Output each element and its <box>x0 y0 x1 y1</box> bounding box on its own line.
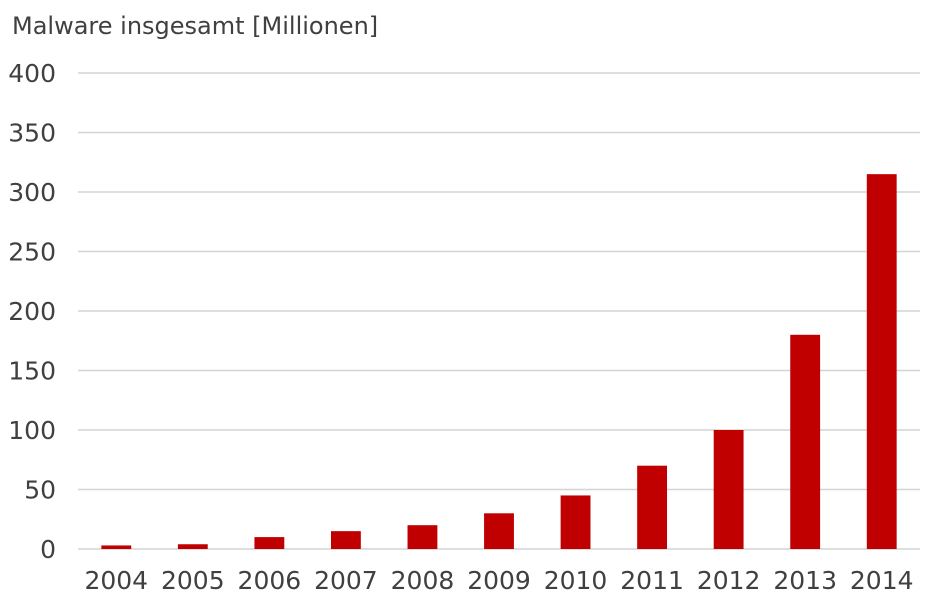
bar-2006 <box>254 537 285 549</box>
bar-2014 <box>866 174 897 549</box>
x-tick-label: 2007 <box>314 566 378 595</box>
bar-2012 <box>713 430 744 549</box>
chart-title: Malware insgesamt [Millionen] <box>12 12 378 40</box>
x-tick-label: 2005 <box>161 566 225 595</box>
x-tick-label: 2006 <box>238 566 302 595</box>
y-tick-label: 150 <box>8 357 56 386</box>
bar-2007 <box>330 531 361 549</box>
y-tick-label: 300 <box>8 178 56 207</box>
y-tick-label: 200 <box>8 297 56 326</box>
x-tick-label: 2009 <box>467 566 531 595</box>
bars <box>101 174 897 549</box>
x-tick-label: 2011 <box>620 566 684 595</box>
y-tick-label: 50 <box>24 476 56 505</box>
y-axis-tick-labels: 0 50 100 150 200 250 300 350 400 <box>8 59 56 564</box>
gridlines <box>78 72 920 550</box>
x-tick-label: 2008 <box>391 566 455 595</box>
bar-2010 <box>560 495 591 549</box>
x-tick-label: 2014 <box>850 566 914 595</box>
x-tick-label: 2012 <box>697 566 761 595</box>
x-tick-label: 2013 <box>773 566 837 595</box>
y-tick-label: 250 <box>8 238 56 267</box>
x-tick-label: 2004 <box>84 566 148 595</box>
y-tick-label: 350 <box>8 119 56 148</box>
bar-2004 <box>101 545 132 549</box>
y-tick-label: 100 <box>8 416 56 445</box>
bar-2009 <box>484 513 514 549</box>
bar-2008 <box>407 525 438 549</box>
bar-2005 <box>177 544 208 549</box>
x-tick-label: 2010 <box>544 566 608 595</box>
y-tick-label: 400 <box>8 59 56 88</box>
x-axis-tick-labels: 2004 2005 2006 2007 2008 2009 2010 2011 2012 2013… <box>84 566 913 595</box>
bar-2011 <box>637 465 668 549</box>
y-tick-label: 0 <box>40 535 56 564</box>
bar-2013 <box>790 334 821 549</box>
